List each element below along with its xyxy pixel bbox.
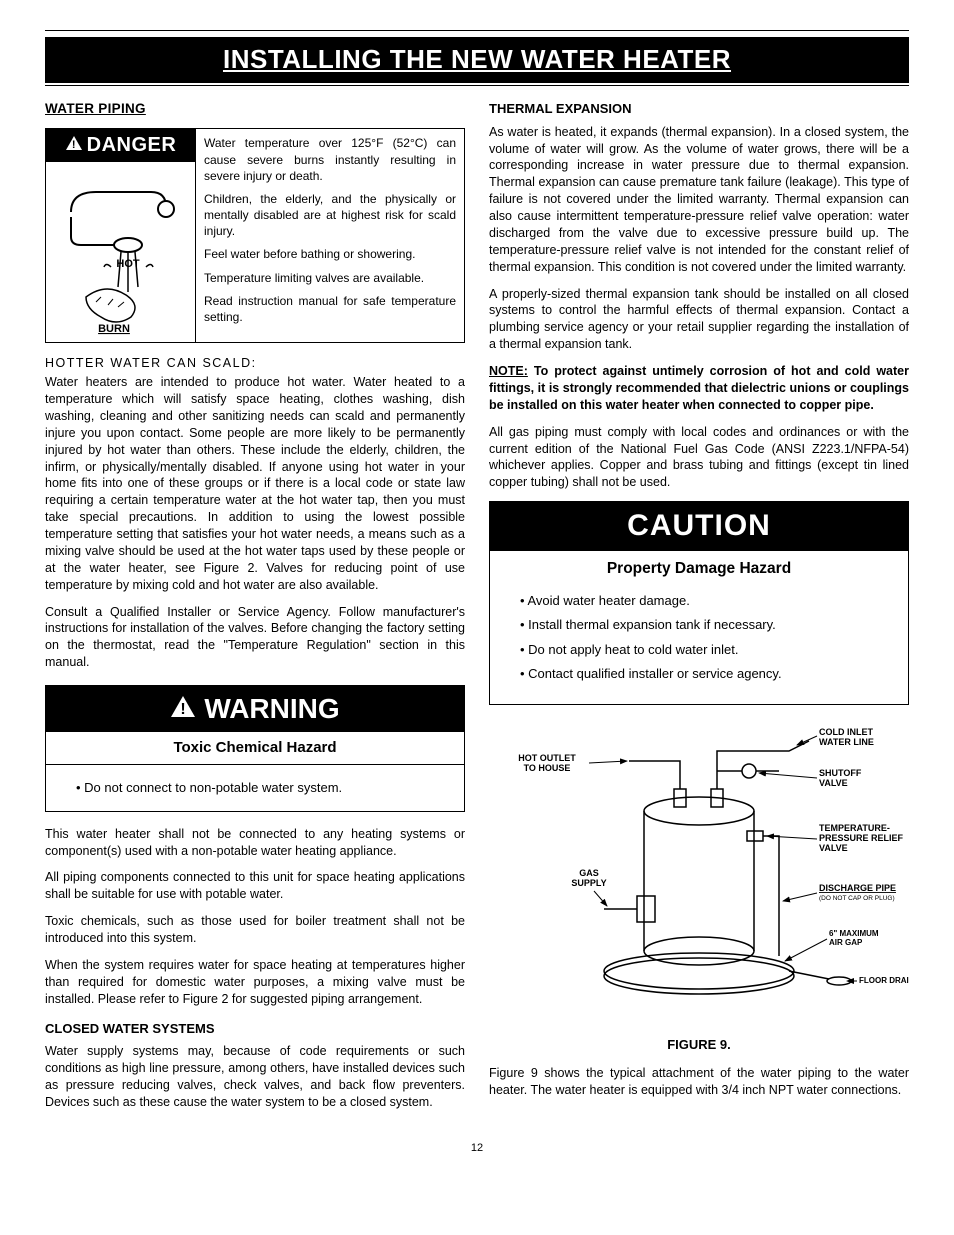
caution-item: Do not apply heat to cold water inlet. bbox=[520, 641, 878, 659]
label-air-gap: 6" MAXIMUMAIR GAP bbox=[829, 929, 879, 947]
note-body: To protect against untimely corrosion of… bbox=[489, 364, 909, 412]
warning-box: ! WARNING Toxic Chemical Hazard • Do not… bbox=[45, 685, 465, 812]
danger-header: ! DANGER bbox=[46, 129, 195, 162]
top-rule bbox=[45, 30, 909, 31]
caution-item: Contact qualified installer or service a… bbox=[520, 665, 878, 683]
after-warn-p2: All piping components connected to this … bbox=[45, 869, 465, 903]
page-number: 12 bbox=[45, 1141, 909, 1156]
after-warn-p3: Toxic chemicals, such as those used for … bbox=[45, 913, 465, 947]
caution-list: Avoid water heater damage. Install therm… bbox=[490, 588, 908, 704]
bottom-rule bbox=[45, 85, 909, 86]
danger-p3: Feel water before bathing or showering. bbox=[204, 246, 456, 262]
danger-p2: Children, the elderly, and the physicall… bbox=[204, 191, 456, 240]
caution-item: Install thermal expansion tank if necess… bbox=[520, 616, 878, 634]
label-cold-inlet: COLD INLETWATER LINE bbox=[819, 727, 874, 747]
danger-box: ! DANGER bbox=[45, 128, 465, 343]
gas-piping-p: All gas piping must comply with local co… bbox=[489, 424, 909, 492]
caution-box: CAUTION Property Damage Hazard Avoid wat… bbox=[489, 501, 909, 705]
scald-heading: HOTTER WATER CAN SCALD: bbox=[45, 355, 465, 372]
warning-triangle-icon: ! bbox=[170, 690, 196, 728]
figure-9-diagram: COLD INLETWATER LINE HOT OUTLETTO HOUSE … bbox=[489, 721, 909, 1026]
warning-triangle-icon: ! bbox=[65, 132, 83, 159]
warning-body: • Do not connect to non-potable water sy… bbox=[46, 765, 464, 811]
scald-p1: Water heaters are intended to produce ho… bbox=[45, 374, 465, 593]
heading-thermal-expansion: THERMAL EXPANSION bbox=[489, 100, 909, 118]
caution-header: CAUTION bbox=[490, 502, 908, 551]
after-warn-p4: When the system requires water for space… bbox=[45, 957, 465, 1008]
scald-p2: Consult a Qualified Installer or Service… bbox=[45, 604, 465, 672]
label-floor-drain: FLOOR DRAIN bbox=[859, 976, 909, 985]
heading-closed-systems: CLOSED WATER SYSTEMS bbox=[45, 1020, 465, 1038]
hot-label: HOT bbox=[116, 258, 140, 270]
danger-p1: Water temperature over 125°F (52°C) can … bbox=[204, 135, 456, 184]
burn-label: BURN bbox=[98, 323, 130, 335]
thermal-p2: A properly-sized thermal expansion tank … bbox=[489, 286, 909, 354]
left-column: WATER PIPING ! DANGER bbox=[45, 100, 465, 1120]
label-shutoff-valve: SHUTOFFVALVE bbox=[819, 768, 862, 788]
label-hot-outlet: HOT OUTLETTO HOUSE bbox=[518, 753, 576, 773]
svg-text:!: ! bbox=[72, 139, 76, 151]
warning-bullet: Do not connect to non-potable water syst… bbox=[84, 780, 342, 795]
note-paragraph: NOTE: To protect against untimely corros… bbox=[489, 363, 909, 414]
danger-faucet-illustration: HOT BURN bbox=[46, 162, 195, 342]
label-tp-valve: TEMPERATURE-PRESSURE RELIEFVALVE bbox=[819, 823, 904, 853]
figure-caption: FIGURE 9. bbox=[489, 1036, 909, 1054]
page-banner: INSTALLING THE NEW WATER HEATER bbox=[45, 37, 909, 83]
warning-subheader: Toxic Chemical Hazard bbox=[46, 732, 464, 765]
warning-header-text: WARNING bbox=[204, 690, 339, 728]
right-column: THERMAL EXPANSION As water is heated, it… bbox=[489, 100, 909, 1120]
note-label: NOTE: bbox=[489, 364, 528, 378]
label-discharge-pipe: DISCHARGE PIPE(DO NOT CAP OR PLUG) bbox=[819, 883, 896, 902]
danger-p4: Temperature limiting valves are availabl… bbox=[204, 270, 456, 286]
two-column-layout: WATER PIPING ! DANGER bbox=[45, 100, 909, 1120]
danger-p5: Read instruction manual for safe tempera… bbox=[204, 293, 456, 325]
danger-left-panel: ! DANGER bbox=[46, 129, 196, 342]
danger-header-text: DANGER bbox=[87, 132, 177, 159]
caution-item: Avoid water heater damage. bbox=[520, 592, 878, 610]
figure-description: Figure 9 shows the typical attachment of… bbox=[489, 1065, 909, 1099]
danger-text-panel: Water temperature over 125°F (52°C) can … bbox=[196, 129, 464, 342]
label-gas-supply: GASSUPPLY bbox=[571, 868, 606, 888]
warning-header: ! WARNING bbox=[46, 686, 464, 732]
thermal-p1: As water is heated, it expands (thermal … bbox=[489, 124, 909, 276]
closed-p1: Water supply systems may, because of cod… bbox=[45, 1043, 465, 1111]
caution-subheader: Property Damage Hazard bbox=[490, 551, 908, 588]
svg-text:!: ! bbox=[181, 701, 186, 718]
heading-water-piping: WATER PIPING bbox=[45, 100, 465, 118]
after-warn-p1: This water heater shall not be connected… bbox=[45, 826, 465, 860]
